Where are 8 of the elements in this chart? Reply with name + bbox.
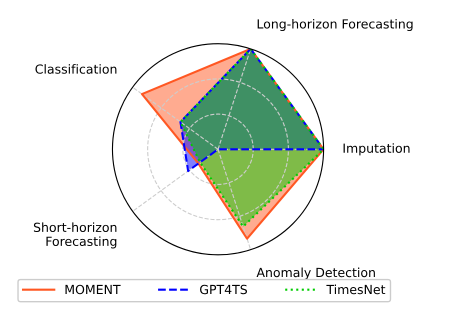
spoke-label: Imputation xyxy=(344,143,410,156)
legend-label: GPT4TS xyxy=(200,284,248,294)
spoke-label: Classification xyxy=(35,64,116,74)
spoke-label: Short-horizon Forecasting xyxy=(34,222,116,248)
spoke-label: Anomaly Detection xyxy=(256,268,375,280)
legend-label: MOMENT xyxy=(66,284,121,294)
spoke-label: Long-horizon Forecasting xyxy=(258,18,413,32)
legend-label: TimesNet xyxy=(326,284,386,294)
